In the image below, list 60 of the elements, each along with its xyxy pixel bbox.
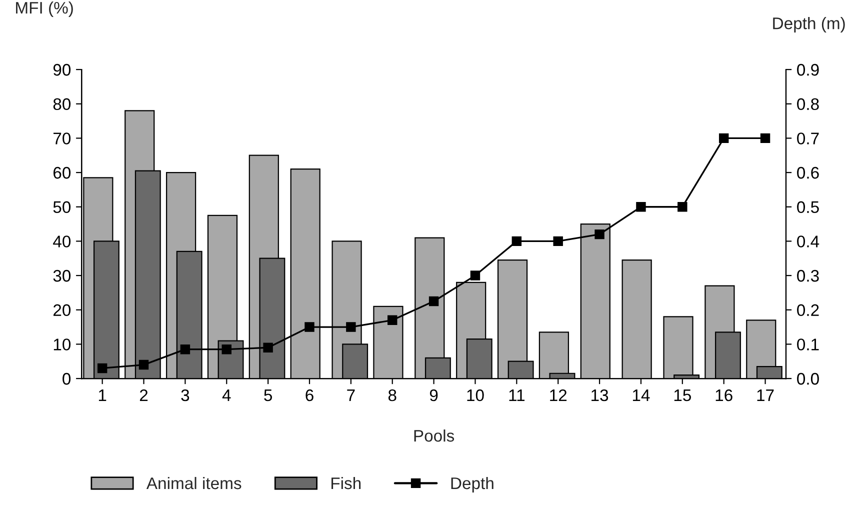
y2-tick-label: 0.2	[797, 304, 819, 316]
y2-tick-label: 0.4	[797, 236, 820, 248]
y-tick-label: 40	[53, 236, 71, 248]
point	[470, 270, 480, 280]
y-tick-label: 50	[53, 201, 71, 214]
x-tick-label: 17	[757, 390, 774, 402]
y2-tick-label: 0.3	[797, 270, 819, 282]
x-tick-label: 8	[388, 389, 396, 402]
x-tick-label: 2	[140, 389, 148, 402]
point	[346, 322, 356, 332]
point	[428, 296, 439, 306]
point	[760, 133, 770, 144]
point	[553, 236, 563, 246]
y2-tick-label: 0.8	[797, 98, 819, 110]
x-tick-label: 14	[632, 390, 650, 402]
y-tick-label: 80	[53, 98, 71, 110]
y-tick-label: 0	[62, 372, 71, 385]
y2-tick-label: 0.1	[797, 338, 819, 350]
point	[180, 344, 190, 354]
point	[263, 342, 273, 352]
y2-tick-label: 0.7	[797, 132, 819, 144]
x-tick-label: 1	[98, 390, 106, 402]
point	[718, 133, 729, 144]
y2-tick-label: 0.6	[797, 166, 819, 179]
x-tick-label: 12	[550, 389, 567, 402]
y-tick-label: 20	[53, 304, 71, 316]
y2-tick-label: 0.0	[797, 372, 819, 385]
legend-label: Fish	[332, 476, 361, 490]
x-tick-label: 4	[222, 390, 231, 402]
x-tick-label: 11	[509, 390, 525, 402]
x-axis-title: Pools	[414, 429, 454, 442]
point	[304, 322, 314, 332]
point	[97, 363, 108, 374]
x-tick-label: 6	[306, 389, 314, 402]
x-tick-label: 15	[674, 390, 691, 402]
point	[594, 229, 604, 240]
point	[678, 202, 688, 212]
y2-axis-title: Depth (m)	[773, 16, 845, 33]
y2-tick-label: 0.5	[797, 201, 819, 214]
y2-tick-label: 0.9	[797, 64, 819, 76]
x-tick-label: 5	[264, 390, 272, 402]
x-tick-label: 13	[592, 389, 608, 402]
x-tick-label: 9	[430, 389, 438, 402]
point	[636, 202, 646, 212]
y-tick-label: 30	[53, 270, 71, 282]
x-tick-label: 10	[467, 389, 484, 402]
x-tick-label: 7	[347, 390, 355, 402]
y-tick-label: 60	[54, 166, 71, 179]
legend-label: Animal items	[146, 476, 242, 490]
y-tick-label: 70	[54, 132, 71, 144]
x-tick-label: 16	[716, 389, 732, 402]
point	[512, 236, 522, 246]
point	[222, 344, 232, 354]
point	[388, 315, 398, 326]
x-tick-label: 3	[181, 389, 190, 402]
y-axis-title: MFI (%)	[16, 1, 73, 17]
point	[138, 360, 149, 370]
legend-label: Depth	[451, 476, 494, 492]
y-tick-label: 90	[53, 64, 71, 76]
y-tick-label: 10	[54, 338, 71, 350]
